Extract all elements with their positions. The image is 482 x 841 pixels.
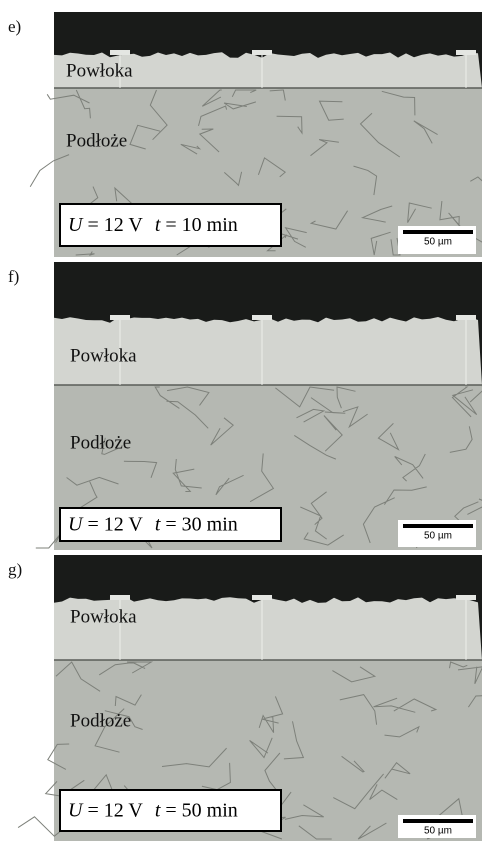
substrate-label: Podłoże <box>70 432 131 453</box>
measure-tag <box>110 595 130 600</box>
condition-part: = 12 V <box>87 799 143 821</box>
condition-part: U <box>68 513 84 535</box>
condition-part: = 12 V <box>87 513 143 535</box>
substrate-label: Podłoże <box>66 130 127 151</box>
coating-label: Powłoka <box>66 60 133 81</box>
figure: e)PowłokaPodłożeU= 12 Vt= 10 min50 µmf)P… <box>0 0 482 841</box>
panel: g) Powłoka Podłoże U= 12 V t= 50 min 50 µm <box>8 555 482 841</box>
measure-tag <box>252 595 272 600</box>
measure-tag <box>252 315 272 320</box>
coating-label: Powłoka <box>70 606 137 627</box>
scale-bar <box>403 524 473 528</box>
condition-part: = 12 V <box>87 214 143 236</box>
measure-tag <box>456 50 476 55</box>
condition-part: = 10 min <box>165 214 237 236</box>
substrate-label: Podłoże <box>70 710 131 731</box>
condition-part: U <box>68 799 84 821</box>
scale-bar <box>403 819 473 823</box>
coating-label: Powłoka <box>70 345 137 366</box>
scale-label: 50 µm <box>424 237 452 248</box>
condition-part: t <box>155 513 161 535</box>
measure-tag <box>456 595 476 600</box>
measure-tag <box>110 315 130 320</box>
condition-part: = 30 min <box>165 513 237 535</box>
panel-label: g) <box>8 560 22 579</box>
condition-part: t <box>155 214 161 236</box>
panel: e) Powłoka Podłoże U= 12 V t= 10 min 50 µm <box>8 12 482 257</box>
measure-tag <box>456 315 476 320</box>
panel-label: e) <box>8 17 21 36</box>
scale-bar <box>403 230 473 234</box>
measure-tag <box>252 50 272 55</box>
measure-tag <box>110 50 130 55</box>
panel: f) Powłoka Podłoże U= 12 V t= 30 min 50 µm <box>8 262 482 550</box>
scale-label: 50 µm <box>424 531 452 542</box>
condition-part: t <box>155 799 161 821</box>
panel-label: f) <box>8 267 19 286</box>
condition-part: = 50 min <box>165 799 237 821</box>
condition-part: U <box>68 214 84 236</box>
scale-label: 50 µm <box>424 826 452 837</box>
